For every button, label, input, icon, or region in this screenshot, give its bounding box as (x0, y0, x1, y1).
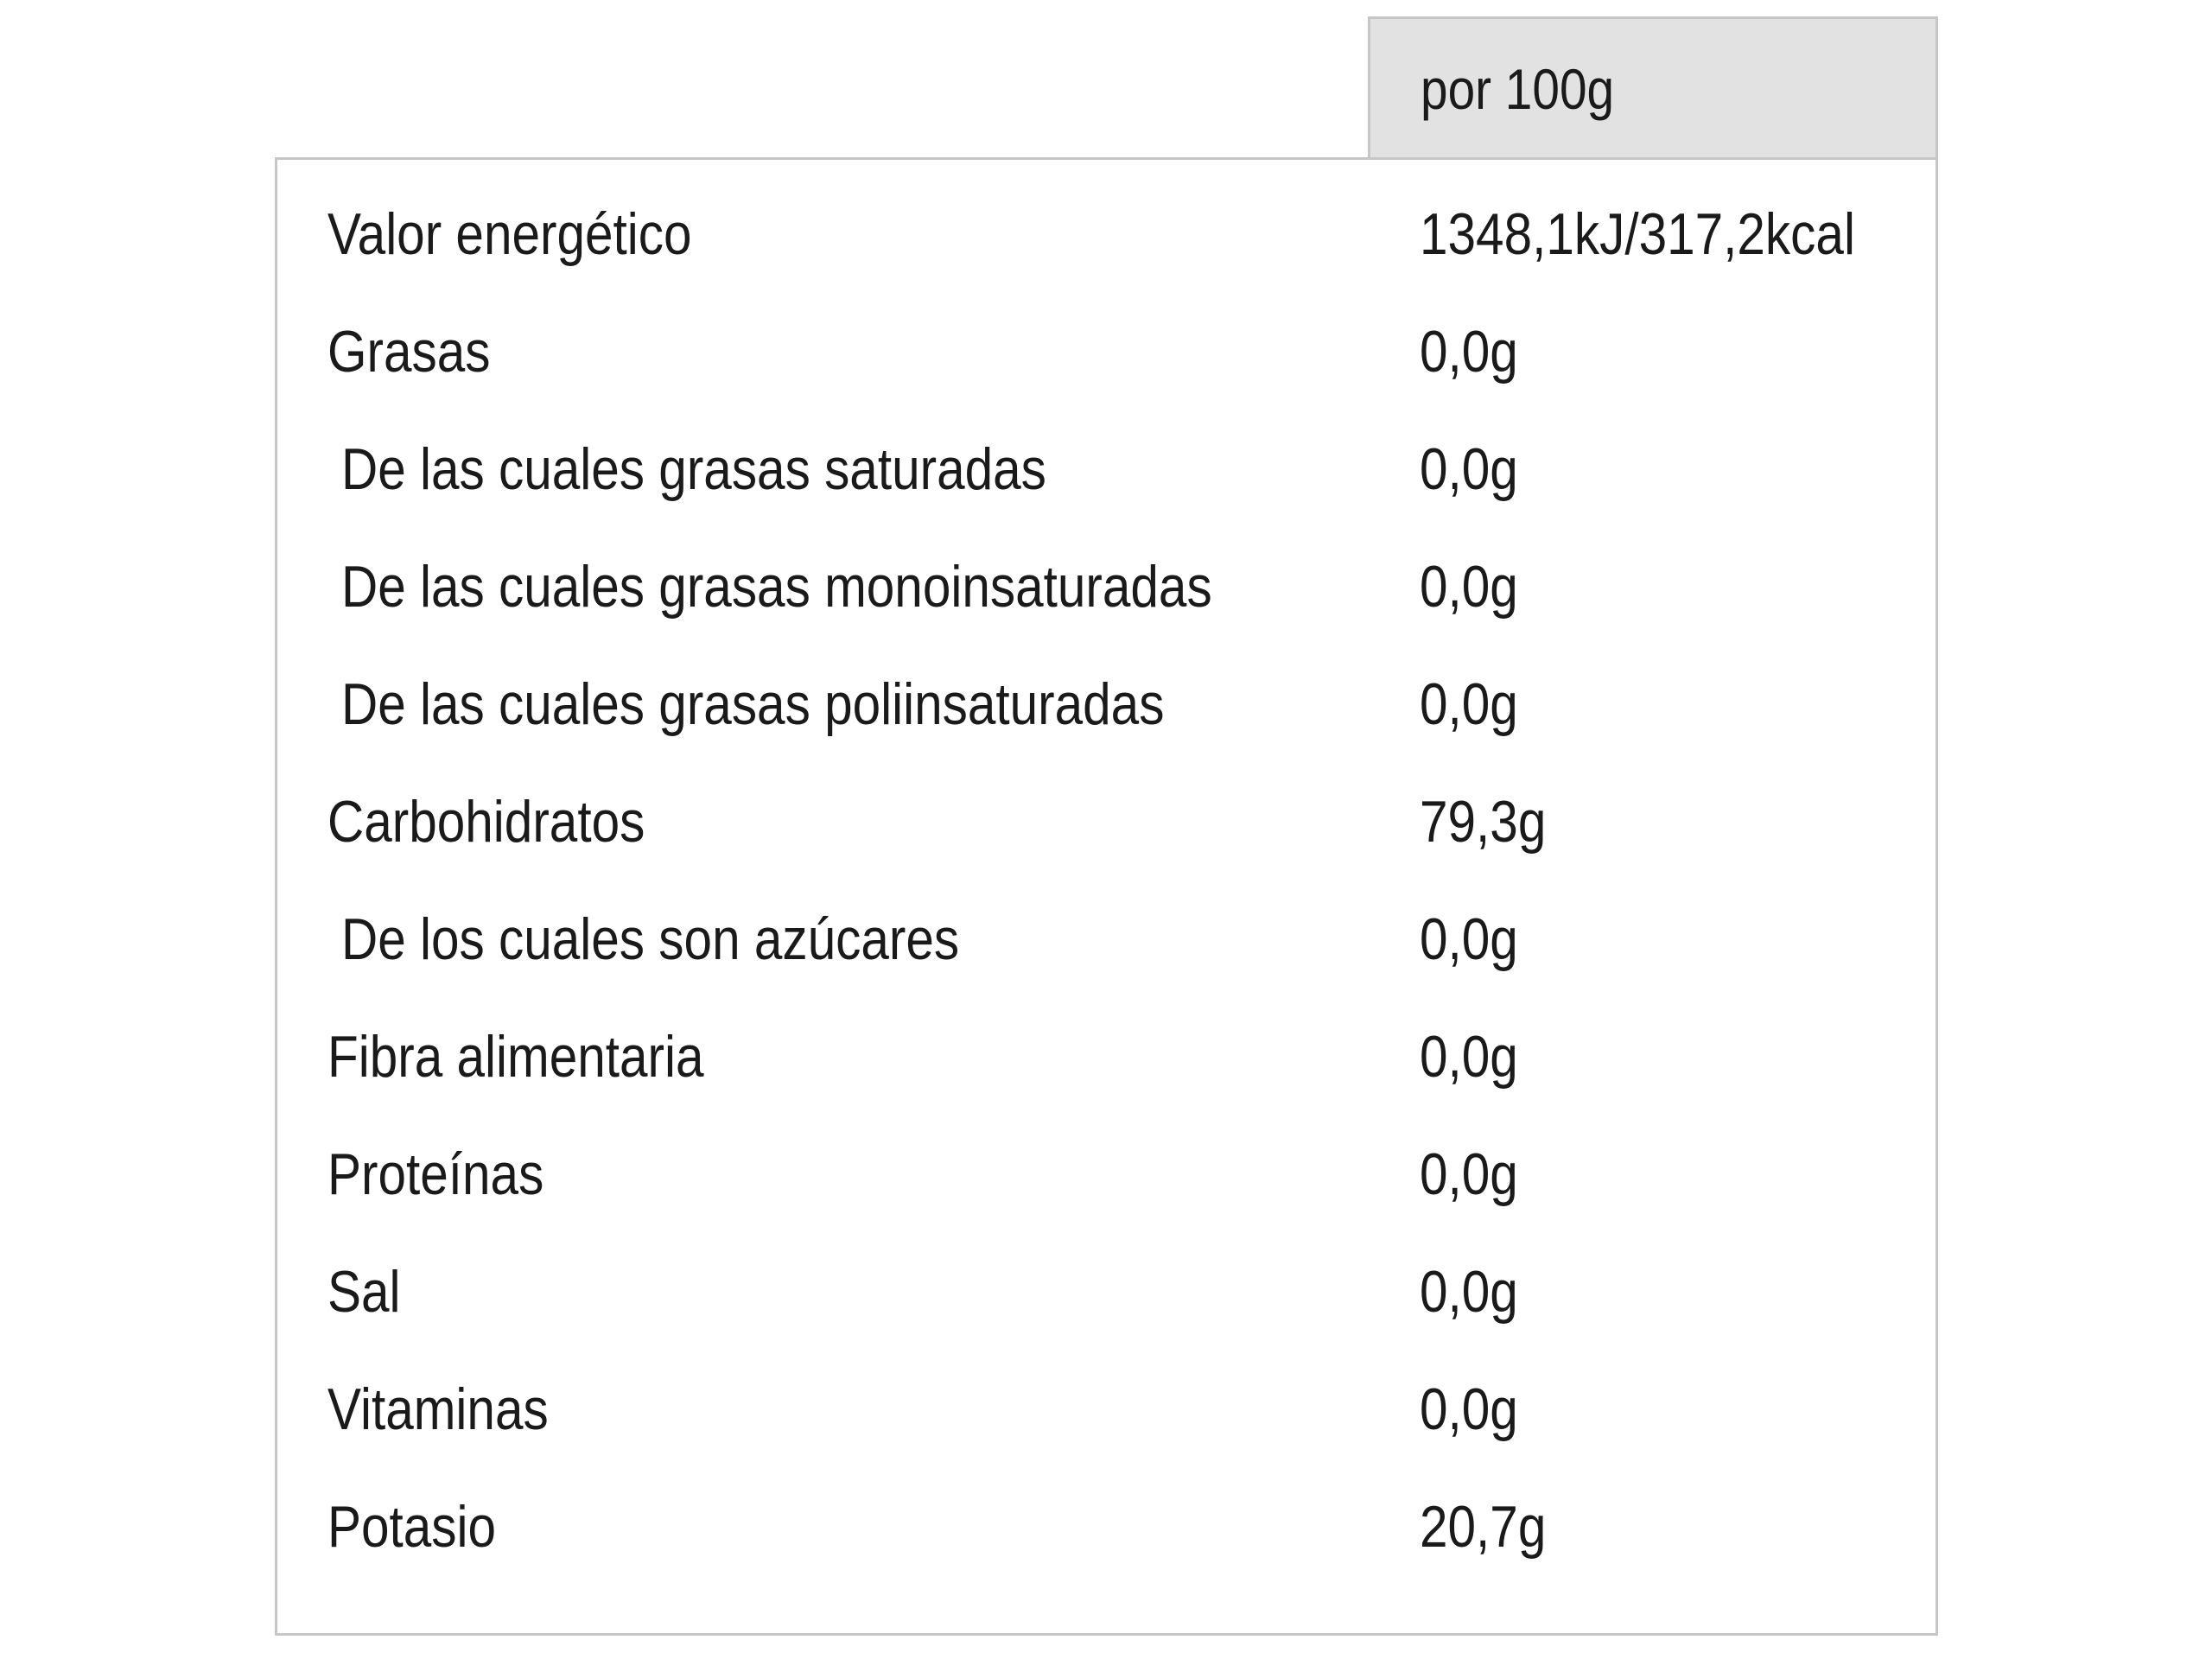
row-label: Potasio (327, 1494, 497, 1560)
row-value: 0,0g (1420, 436, 1518, 502)
column-header-label: por 100g (1421, 57, 1615, 121)
table-row: Proteínas 0,0g (277, 1116, 1936, 1233)
row-label: Grasas (327, 319, 491, 385)
table-row: Vitaminas 0,0g (277, 1351, 1936, 1468)
row-value: 0,0g (1420, 671, 1518, 737)
table-row: De las cuales grasas monoinsaturadas 0,0… (277, 528, 1936, 645)
row-label: Vitaminas (327, 1376, 549, 1442)
table-row: Carbohidratos 79,3g (277, 763, 1936, 880)
row-value: 79,3g (1420, 789, 1547, 855)
table-row: Fibra alimentaria 0,0g (277, 998, 1936, 1116)
table-row: De las cuales grasas saturadas 0,0g (277, 410, 1936, 528)
row-value: 1348,1kJ/317,2kcal (1420, 201, 1855, 267)
row-label: Carbohidratos (327, 789, 645, 855)
table-row: Grasas 0,0g (277, 293, 1936, 410)
row-label: De las cuales grasas monoinsaturadas (341, 554, 1212, 620)
row-label: De las cuales grasas poliinsaturadas (341, 671, 1165, 737)
row-value: 20,7g (1420, 1494, 1547, 1560)
row-label: Proteínas (327, 1141, 544, 1207)
nutrition-table: Valor energético 1348,1kJ/317,2kcal Gras… (275, 157, 1938, 1636)
row-label: Valor energético (327, 201, 692, 267)
row-label: De los cuales son azúcares (341, 906, 960, 972)
row-value: 0,0g (1420, 1376, 1518, 1442)
table-row: Sal 0,0g (277, 1233, 1936, 1351)
column-header: por 100g (1368, 16, 1938, 157)
row-value: 0,0g (1420, 906, 1518, 972)
row-value: 0,0g (1420, 319, 1518, 385)
row-value: 0,0g (1420, 554, 1518, 620)
table-row: Valor energético 1348,1kJ/317,2kcal (277, 175, 1936, 293)
row-value: 0,0g (1420, 1141, 1518, 1207)
row-value: 0,0g (1420, 1024, 1518, 1090)
row-label: Sal (327, 1259, 401, 1325)
row-label: Fibra alimentaria (327, 1024, 704, 1090)
row-label: De las cuales grasas saturadas (341, 436, 1046, 502)
table-row: Potasio 20,7g (277, 1468, 1936, 1586)
table-row: De las cuales grasas poliinsaturadas 0,0… (277, 645, 1936, 763)
table-row: De los cuales son azúcares 0,0g (277, 880, 1936, 998)
row-value: 0,0g (1420, 1259, 1518, 1325)
